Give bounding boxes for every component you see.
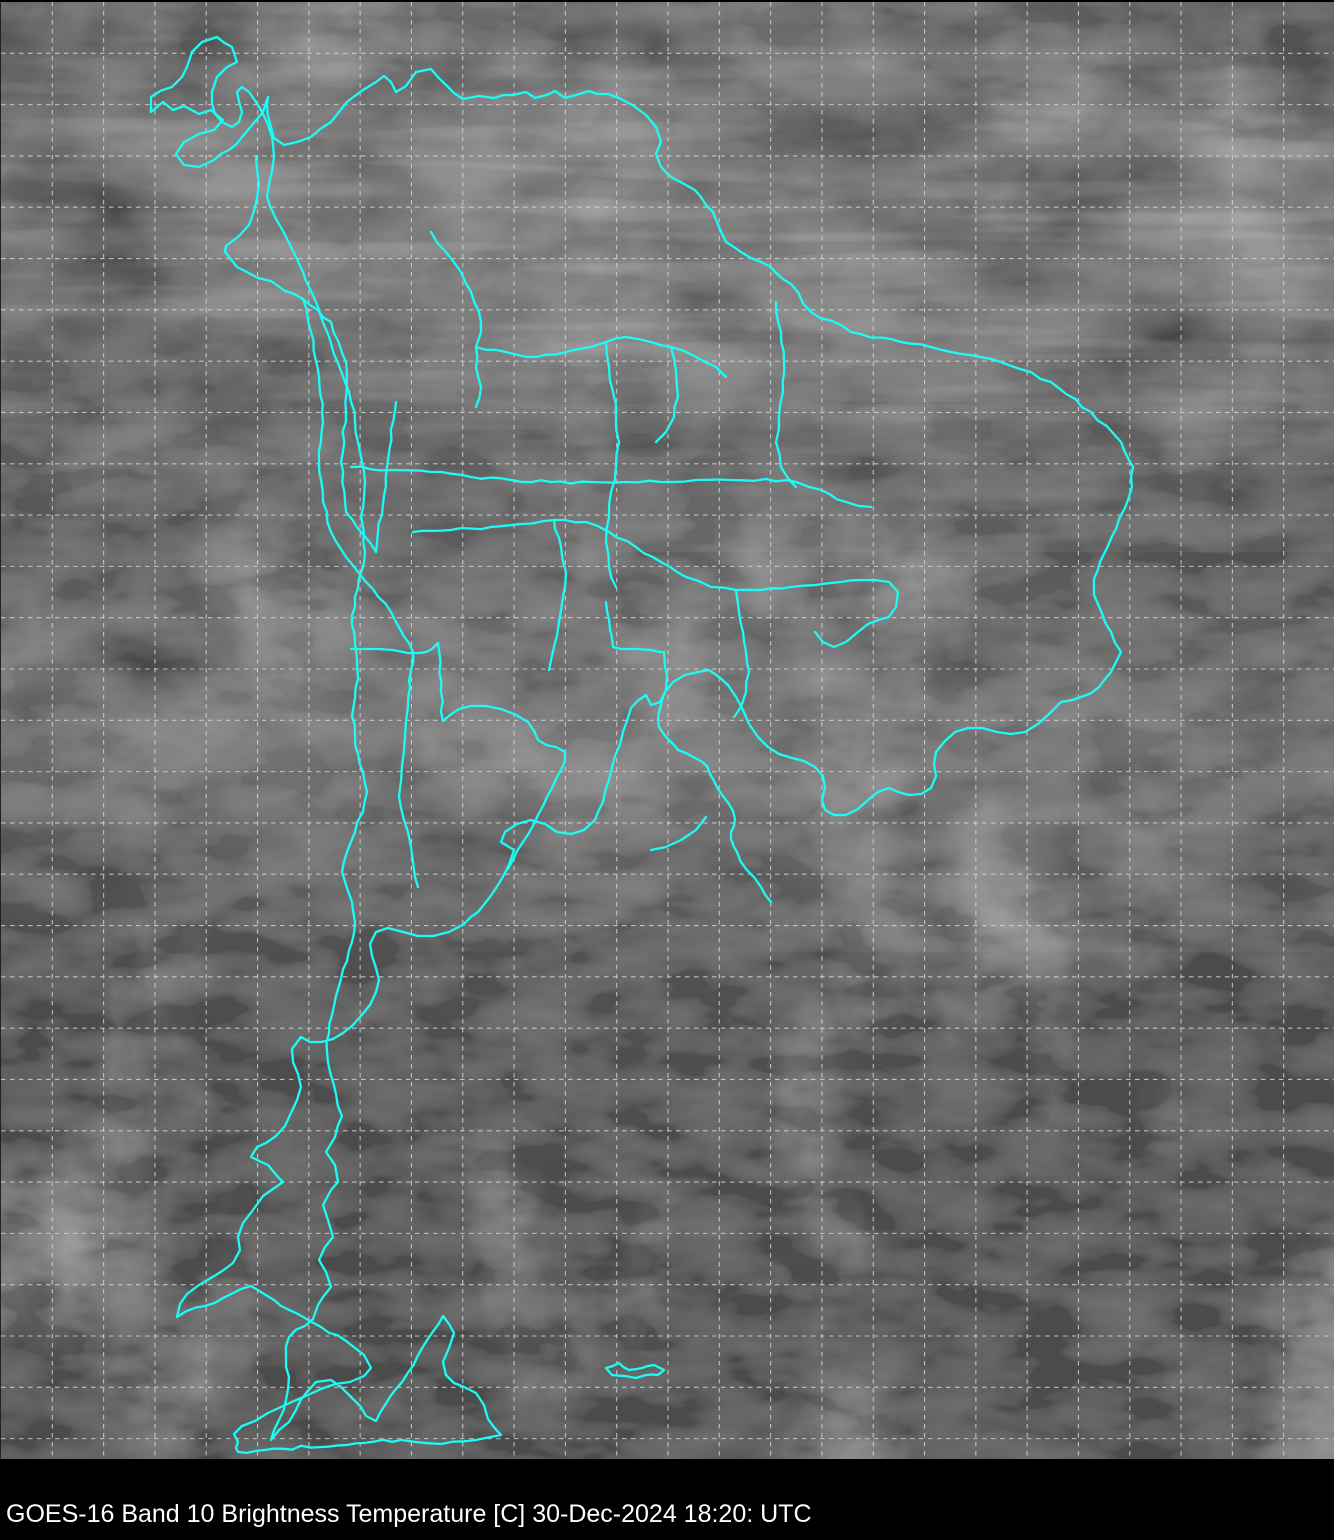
svg-text:GOES-16 Band 10 Brightness Te: GOES-16 Band 10 Brightness Temperature [… bbox=[6, 1500, 812, 1528]
